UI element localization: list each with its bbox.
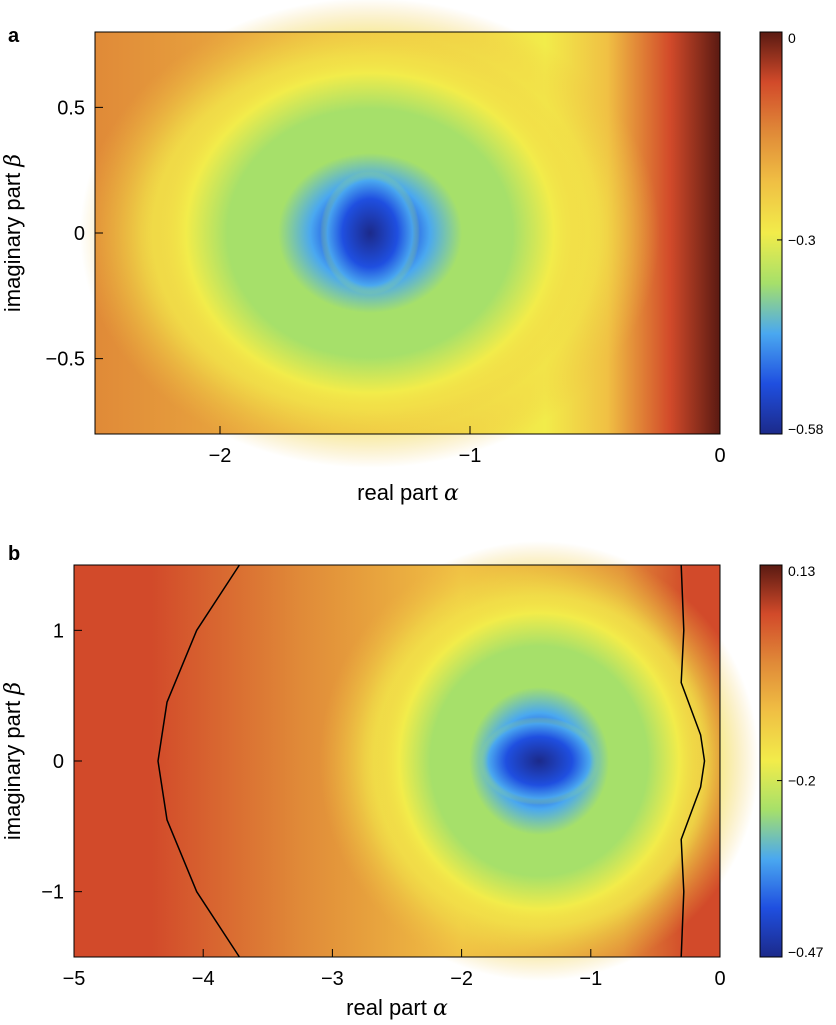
x-tick-label: −2	[209, 445, 232, 467]
x-tick-label: −1	[579, 968, 602, 990]
x-tick-label: −4	[192, 968, 215, 990]
colorbar-tick-label: 0	[788, 30, 796, 46]
colorbar-b: 0.13 −0.2 −0.47	[759, 563, 824, 960]
heatmap-minimum-a	[320, 171, 420, 295]
colorbar-tick-label: −0.58	[788, 421, 824, 437]
zero-contour-right	[680, 564, 706, 958]
colorbar-gradient	[759, 564, 783, 958]
heatmap-minimum-b	[479, 717, 600, 805]
panel-letter-b: b	[8, 543, 20, 565]
y-tick-label: −0.5	[46, 349, 85, 371]
heatmap-plot-a	[80, 0, 720, 468]
colorbar-tick-label: −0.2	[788, 773, 816, 789]
y-tick-label: −1	[41, 882, 64, 904]
panel-a: a −2 −1 0 −0.5 0 0.5 real part α imaginary p…	[0, 0, 824, 506]
x-tick-label: −1	[459, 445, 482, 467]
y-tick-label: 0	[74, 223, 85, 245]
colorbar-gradient	[759, 31, 783, 435]
colorbar-tick-label: −0.47	[788, 944, 824, 960]
zero-contour-left	[157, 564, 241, 958]
colorbar-tick-label: 0.13	[788, 563, 815, 579]
x-axis-label-b: real part α	[346, 995, 448, 1021]
colorbar-tick-label: −0.3	[788, 232, 816, 248]
panel-b: b −5 −4 −3 −2 −1 0 −1 0 1 real part α imaginary…	[0, 541, 824, 1021]
y-ticks-a: −0.5 0 0.5	[46, 97, 103, 371]
y-axis-label-a: imaginary part β	[0, 154, 26, 312]
y-tick-label: 1	[53, 620, 64, 642]
heatmap-plot-b	[74, 541, 760, 981]
panel-letter-a: a	[8, 25, 20, 47]
y-ticks-b: −1 0 1	[41, 620, 82, 904]
y-tick-label: 0.5	[57, 97, 85, 119]
y-axis-label-b: imaginary part β	[0, 682, 26, 840]
y-tick-label: 0	[53, 751, 64, 773]
x-tick-label: −2	[450, 968, 473, 990]
x-tick-label: 0	[714, 968, 725, 990]
x-tick-label: 0	[714, 445, 725, 467]
x-axis-label-a: real part α	[357, 480, 459, 506]
x-tick-label: −5	[63, 968, 86, 990]
x-tick-label: −3	[321, 968, 344, 990]
x-ticks-a: −2 −1 0	[209, 426, 726, 467]
colorbar-a: 0 −0.3 −0.58	[759, 30, 824, 437]
x-ticks-b: −5 −4 −3 −2 −1 0	[63, 949, 726, 990]
